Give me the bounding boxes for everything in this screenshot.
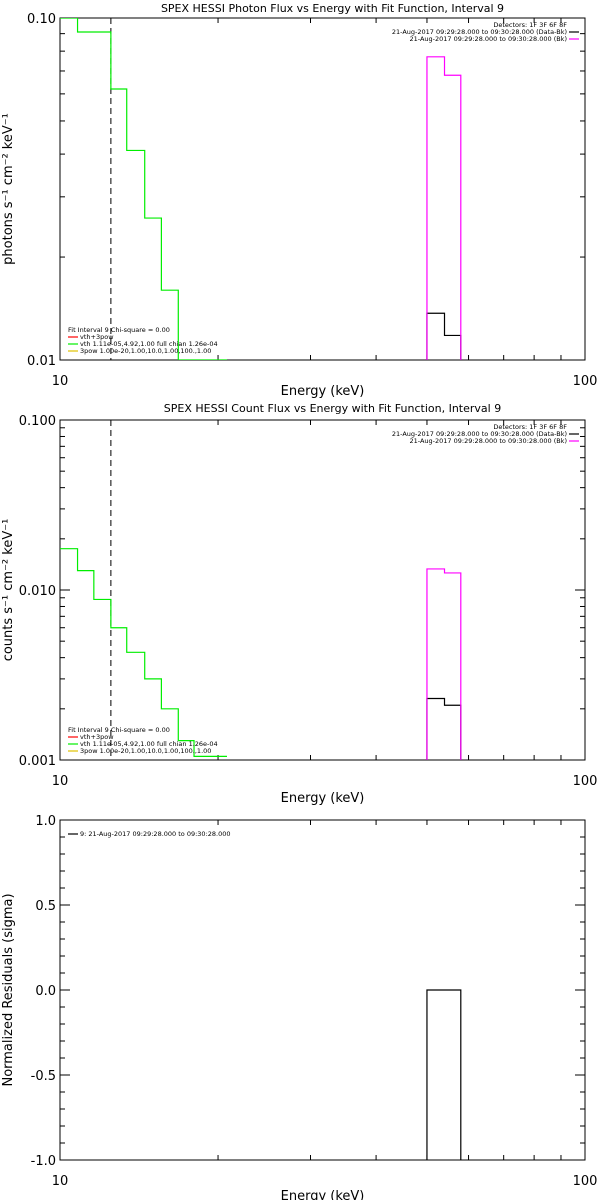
legend-header: Fit Interval 9 Chi-square = 0.00 [68, 326, 170, 334]
legend-top-left: 9: 21-Aug-2017 09:29:28.000 to 09:30:28.… [68, 830, 231, 838]
x-axis: 10 100 [52, 420, 598, 789]
plot-area [60, 420, 462, 760]
series-bk [426, 56, 462, 360]
legend-header: Detectors: 1F 3F 6F 8F [493, 423, 567, 431]
y-axis-label: Normalized Residuals (sigma) [1, 893, 16, 1086]
legend-entry: 21-Aug-2017 09:29:28.000 to 09:30:28.000… [410, 35, 567, 43]
legend-entry: vth 1.11e-05,4.92,1.00 full chian 1.26e-… [80, 340, 218, 348]
y-tick-label: 0.01 [27, 354, 56, 369]
x-tick-label: 100 [573, 1174, 598, 1189]
x-axis-label: Energy (keV) [281, 384, 365, 399]
legend-entry: 3pow 1.00e-20,1.00,10.0,1.00,100.,1.00 [80, 347, 211, 355]
legend-entry: 21-Aug-2017 09:29:28.000 to 09:30:28.000… [392, 28, 567, 36]
legend-entry: 21-Aug-2017 09:29:28.000 to 09:30:28.000… [392, 430, 567, 438]
legend-header: Fit Interval 9 Chi-square = 0.00 [68, 726, 170, 734]
legend-entry: 21-Aug-2017 09:29:28.000 to 09:30:28.000… [410, 437, 567, 445]
legend-entry: 9: 21-Aug-2017 09:29:28.000 to 09:30:28.… [80, 830, 231, 838]
plot-area [426, 989, 462, 1160]
chart-title: SPEX HESSI Count Flux vs Energy with Fit… [164, 402, 501, 415]
plot-frame [59, 819, 586, 1161]
chart-panel-2: SPEX HESSI Count Flux vs Energy with Fit… [1, 402, 597, 806]
x-axis: 10 100 [52, 18, 598, 389]
chart-panel-1: SPEX HESSI Photon Flux vs Energy with Fi… [1, 2, 597, 399]
y-tick-label: 0.001 [19, 754, 56, 769]
plot-area [60, 18, 462, 360]
series-residuals [426, 989, 462, 1160]
legend-bottom-left: Fit Interval 9 Chi-square = 0.00vth+3pow… [68, 326, 218, 355]
x-tick-label: 100 [573, 374, 598, 389]
series-data-bk [426, 312, 462, 360]
legend-bottom-left: Fit Interval 9 Chi-square = 0.00vth+3pow… [68, 726, 218, 755]
y-axis-label: photons s⁻¹ cm⁻² keV⁻¹ [1, 113, 16, 265]
series-vth-3pow [60, 548, 227, 757]
chart-title: SPEX HESSI Photon Flux vs Energy with Fi… [161, 2, 504, 15]
y-axis: 0.01 0.10 [27, 12, 585, 369]
series-vth-3pow [60, 18, 227, 360]
y-axis: 0.001 0.010 0.100 [19, 414, 585, 769]
y-tick-label: 0.100 [19, 414, 56, 429]
y-tick-label: -1.0 [31, 1154, 56, 1169]
x-tick-label: 100 [573, 774, 598, 789]
series-bk [426, 568, 462, 760]
y-tick-label: 0.0 [35, 984, 56, 999]
legend-entry: vth+3pow [80, 733, 114, 741]
x-axis: 10 100 [52, 820, 598, 1189]
y-tick-label: 0.10 [27, 12, 56, 27]
chart-panel-3: Energy (keV) Normalized Residuals (sigma)… [1, 814, 597, 1200]
plot-frame [59, 419, 586, 761]
x-axis-label: Energy (keV) [281, 791, 365, 806]
y-tick-label: 0.5 [35, 899, 56, 914]
y-tick-label: -0.5 [31, 1069, 56, 1084]
series-data-bk [426, 697, 462, 760]
legend-entry: 3pow 1.00e-20,1.00,10.0,1.00,100.,1.00 [80, 747, 211, 755]
legend-entry: vth 1.11e-05,4.92,1.00 full chian 1.26e-… [80, 740, 218, 748]
legend-entry: vth+3pow [80, 333, 114, 341]
x-axis-label: Energy (keV) [281, 1189, 365, 1200]
y-tick-label: 1.0 [35, 814, 56, 829]
plot-frame [59, 17, 586, 361]
x-tick-label: 10 [52, 774, 69, 789]
y-tick-label: 0.010 [19, 584, 56, 599]
y-axis-label: counts s⁻¹ cm⁻² keV⁻¹ [1, 519, 16, 662]
x-tick-label: 10 [52, 374, 69, 389]
x-tick-label: 10 [52, 1174, 69, 1189]
y-axis: -1.0 -0.5 0.0 0.5 1.0 [31, 814, 585, 1169]
legend-header: Detectors: 1F 3F 6F 8F [493, 21, 567, 29]
